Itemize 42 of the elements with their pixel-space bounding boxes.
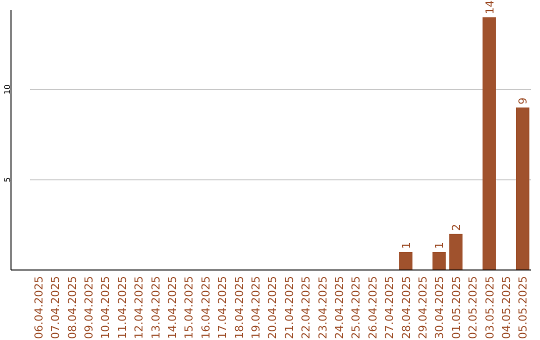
x-tick-label: 04.05.2025 (500, 276, 513, 339)
x-tick-label: 12.04.2025 (132, 276, 146, 339)
x-tick-label: 17.04.2025 (216, 276, 230, 339)
x-tick-label: 22.04.2025 (300, 276, 313, 339)
data-label: 1 (433, 242, 446, 249)
x-tick-label: 11.04.2025 (116, 276, 129, 339)
x-tick-label: 25.04.2025 (350, 276, 363, 339)
bar (482, 17, 496, 270)
x-tick-label: 16.04.2025 (199, 276, 212, 339)
x-tick-label: 29.04.2025 (416, 276, 430, 339)
x-tick-label: 27.04.2025 (383, 276, 396, 339)
data-label: 14 (483, 0, 496, 14)
y-tick-label: 5 (3, 177, 12, 182)
x-tick-label: 03.05.2025 (483, 276, 496, 339)
x-tick-label: 08.04.2025 (66, 276, 79, 339)
x-tick-label: 30.04.2025 (433, 276, 446, 339)
data-label: 2 (450, 224, 463, 231)
bar (516, 108, 530, 270)
data-label: 1 (400, 242, 413, 249)
x-tick-label: 05.05.2025 (516, 276, 530, 339)
x-tick-label: 06.04.2025 (32, 276, 46, 339)
x-tick-label: 01.05.2025 (450, 276, 463, 339)
x-tick-label: 26.04.2025 (366, 276, 380, 339)
x-tick-label: 07.04.2025 (49, 276, 62, 339)
bar (432, 252, 446, 270)
x-tick-label: 14.04.2025 (166, 276, 179, 339)
x-tick-label: 02.05.2025 (466, 276, 480, 339)
x-tick-label: 15.04.2025 (182, 276, 196, 339)
bar (449, 234, 463, 270)
x-tick-label: 21.04.2025 (282, 276, 296, 339)
x-tick-label: 19.04.2025 (249, 276, 262, 339)
x-tick-label: 13.04.2025 (149, 276, 162, 339)
x-tick-label: 18.04.2025 (232, 276, 246, 339)
x-tick-label: 09.04.2025 (82, 276, 96, 339)
bar (399, 252, 412, 270)
y-tick-label: 10 (3, 84, 12, 95)
x-tick-label: 23.04.2025 (316, 276, 330, 339)
x-tick-label: 24.04.2025 (332, 276, 346, 339)
x-tick-label: 10.04.2025 (99, 276, 112, 339)
data-label: 9 (516, 98, 530, 104)
x-tick-label: 28.04.2025 (400, 276, 413, 339)
x-tick-label: 20.04.2025 (266, 276, 280, 339)
